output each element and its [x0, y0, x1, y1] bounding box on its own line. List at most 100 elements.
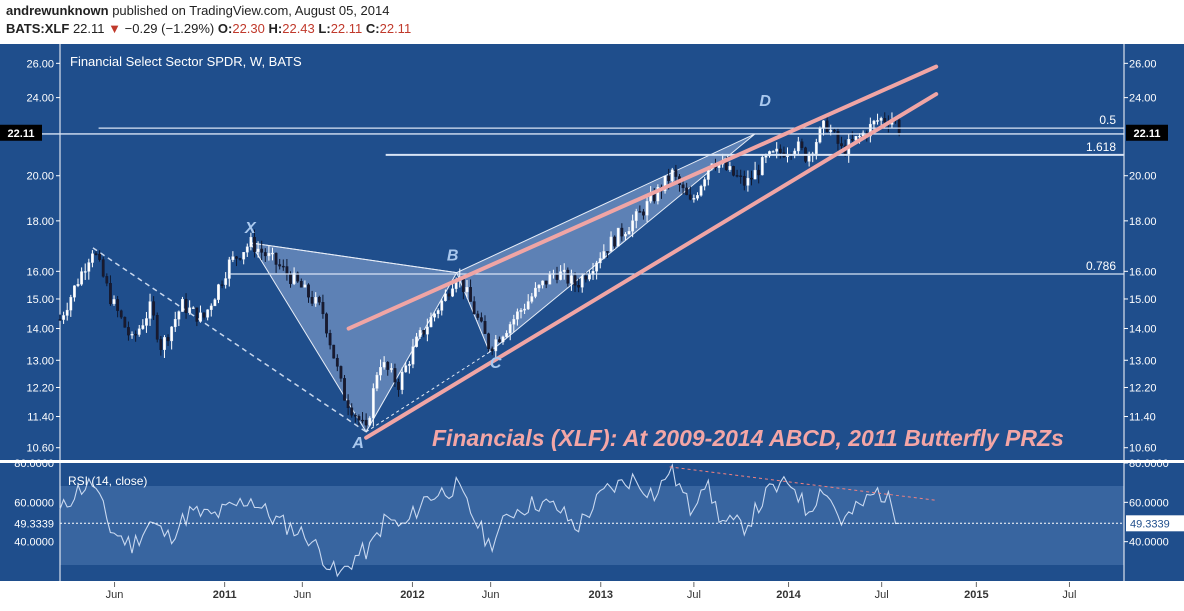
last-price: 22.11 [72, 21, 105, 36]
candle-body [159, 339, 163, 350]
candle-body [148, 301, 152, 319]
candle-body [854, 136, 858, 141]
candle-body [822, 120, 825, 129]
candle-body [191, 307, 195, 309]
rsi-divergence-line[interactable] [669, 466, 937, 501]
candle-body [613, 236, 617, 247]
chart-title: Financial Select Sector SPDR, W, BATS [70, 54, 302, 69]
price-tick-label-right: 18.00 [1129, 216, 1157, 228]
candle-body [379, 367, 382, 376]
candle-body [173, 319, 177, 328]
open-value: 22.30 [232, 21, 265, 36]
candle-body [343, 378, 346, 401]
price-pane-background [0, 44, 1184, 460]
candle-body [119, 310, 123, 318]
candle-body [764, 155, 768, 158]
candle-body [832, 129, 836, 132]
quote-bar: BATS:XLF 22.11 ▼ −0.29 (−1.29%) O:22.30 … [6, 21, 411, 36]
candle-body [469, 287, 472, 302]
candle-body [778, 148, 782, 153]
candle-body [299, 280, 303, 288]
candle-body [206, 309, 210, 318]
candle-body [303, 284, 307, 288]
candle-body [800, 141, 804, 148]
candle-body [541, 280, 545, 286]
candle-body [130, 333, 134, 336]
candle-body [253, 236, 256, 253]
candle-body [152, 301, 156, 316]
candle-body [440, 300, 444, 311]
time-tick-label: 2015 [964, 589, 988, 601]
rsi-tick-label-right: 80.0000 [1129, 458, 1169, 470]
price-tick-label-right: 15.00 [1129, 294, 1157, 306]
price-tick-label-right: 20.00 [1129, 171, 1157, 183]
time-tick-label: Jun [482, 589, 500, 601]
candle-body [850, 138, 854, 141]
candle-body [328, 333, 332, 346]
candle-body [422, 330, 426, 335]
author-name[interactable]: andrewunknown [6, 3, 109, 18]
candle-body [350, 407, 354, 416]
candle-body [425, 326, 429, 335]
candle-body [681, 184, 685, 189]
candle-body [245, 246, 249, 253]
time-tick-label: Jun [293, 589, 311, 601]
candle-body [116, 299, 120, 311]
candle-body [285, 266, 289, 275]
candle-body [656, 187, 660, 202]
close-value: 22.11 [379, 21, 412, 36]
symbol-name: BATS:XLF [6, 21, 70, 36]
price-tick-label-right: 13.00 [1129, 355, 1157, 367]
candle-body [307, 284, 310, 298]
candle-body [685, 187, 689, 196]
candle-body [443, 293, 447, 301]
pattern-point-label: C [490, 355, 502, 372]
time-tick-label: 2011 [213, 589, 237, 601]
candle-body [631, 220, 635, 232]
candle-body [123, 316, 127, 328]
candle-body [433, 313, 436, 318]
candle-body [447, 293, 451, 297]
candle-body [728, 166, 732, 170]
abcd-trendline[interactable] [364, 92, 939, 440]
price-tick-label-left: 13.00 [26, 355, 54, 367]
candle-body [760, 157, 764, 176]
candle-body [357, 416, 361, 421]
candle-body [483, 321, 487, 334]
candle-body [472, 301, 476, 315]
candle-body [325, 313, 328, 334]
candle-body [91, 253, 94, 263]
candle-body [217, 284, 220, 300]
candle-body [112, 299, 116, 305]
low-value: 22.11 [330, 21, 363, 36]
candle-body [768, 151, 771, 157]
price-tick-label-left: 24.00 [26, 93, 54, 105]
candle-body [508, 324, 512, 334]
last-price-tag-right-text: 22.11 [1134, 128, 1161, 140]
candle-body [281, 265, 285, 268]
fib-level-label: 0.786 [1086, 259, 1116, 273]
candle-body [260, 248, 264, 253]
candle-body [184, 298, 188, 314]
candle-body [490, 348, 494, 352]
last-price-tag-left-text: 22.11 [8, 128, 35, 140]
candle-body [235, 256, 238, 259]
abcd-trendline[interactable] [346, 64, 939, 331]
candle-body [663, 175, 667, 192]
candle-body [289, 274, 292, 284]
price-tick-label-right: 26.00 [1129, 58, 1157, 70]
down-arrow-icon: ▼ [108, 21, 122, 36]
candle-body [339, 366, 343, 379]
candle-body [181, 298, 184, 312]
time-tick-label: 2014 [776, 589, 801, 601]
candle-body [400, 371, 404, 390]
prior-swing-dashed-line [92, 247, 367, 433]
candle-body [699, 185, 703, 196]
candle-body [224, 278, 228, 285]
candle-body [314, 297, 318, 304]
butterfly-xb-leg [250, 242, 457, 274]
candle-body [263, 252, 267, 257]
candle-body [573, 275, 577, 286]
published-text: published on TradingView.com, August 05,… [112, 3, 390, 18]
